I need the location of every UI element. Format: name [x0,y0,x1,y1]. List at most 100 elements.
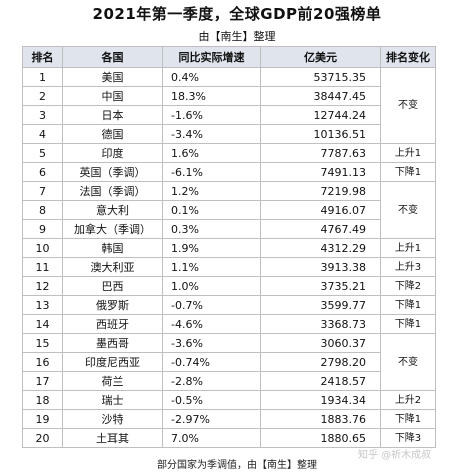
country-cell: 德国 [62,124,163,144]
page-title: 2021年第一季度，全球GDP前20强榜单 [92,5,382,23]
gdp-cell: 1934.34 [260,390,381,410]
rank-change-cell: 不变 [380,333,436,391]
table-row: 15 墨西哥 -3.6% 3060.37 不变 [22,333,436,391]
country-cell: 日本 [62,105,163,125]
growth-cell: -6.1% [162,162,261,182]
country-cell: 土耳其 [62,428,163,448]
growth-cell: -0.5% [162,390,261,410]
rank-cell: 13 [22,295,63,315]
rank-change-cell: 下降1 [380,162,436,182]
rank-change-cell: 下降2 [380,276,436,296]
subtitle: 由【南生】整理 [198,30,276,43]
gdp-cell: 4767.49 [260,219,381,239]
table-row: 4 德国 -3.4% 10136.51 [22,124,436,144]
rank-change-cell: 不变 [380,181,436,239]
growth-cell: 1.9% [162,238,261,258]
gdp-cell: 3368.73 [260,314,381,334]
country-cell: 瑞士 [62,390,163,410]
rank-cell: 9 [22,219,63,239]
gdp-cell: 7787.63 [260,143,381,163]
rank-change-cell: 上升1 [380,238,436,258]
table-header-row: 排名 各国 同比实际增速 亿美元 排名变化 [22,46,436,68]
rank-cell: 6 [22,162,63,182]
gdp-cell: 53715.35 [260,67,381,87]
gdp-cell: 1883.76 [260,409,381,429]
gdp-cell: 12744.24 [260,105,381,125]
table-row: 3 日本 -1.6% 12744.24 [22,105,436,125]
country-cell: 印度 [62,143,163,163]
header-rank-change: 排名变化 [380,46,436,68]
gdp-cell: 7491.13 [260,162,381,182]
header-growth: 同比实际增速 [162,46,261,68]
country-cell: 加拿大（季调） [62,219,163,239]
gdp-cell: 3735.21 [260,276,381,296]
gdp-cell: 2418.57 [260,371,381,391]
gdp-cell: 4916.07 [260,200,381,220]
header-rank: 排名 [22,46,63,68]
table-row: 8 意大利 0.1% 4916.07 [22,200,436,220]
table-row: 7 法国（季调） 1.2% 7219.98 不变 [22,181,436,239]
gdp-cell: 1880.65 [260,428,381,448]
rank-cell: 1 [22,67,63,87]
growth-cell: 1.2% [162,181,261,201]
table-row: 5 印度 1.6% 7787.63 上升1 [22,143,436,163]
gdp-cell: 3913.38 [260,257,381,277]
rank-cell: 18 [22,390,63,410]
gdp-cell: 3060.37 [260,333,381,353]
country-cell: 中国 [62,86,163,106]
country-cell: 澳大利亚 [62,257,163,277]
rank-cell: 11 [22,257,63,277]
growth-cell: -2.8% [162,371,261,391]
gdp-cell: 10136.51 [260,124,381,144]
rank-change-cell: 不变 [380,67,436,144]
rank-cell: 5 [22,143,63,163]
rank-cell: 14 [22,314,63,334]
table-row: 20 土耳其 7.0% 1880.65 下降3 [22,428,436,448]
rank-change-cell: 上升1 [380,143,436,163]
table-row: 2 中国 18.3% 38447.45 [22,86,436,106]
rank-change-cell: 上升3 [380,257,436,277]
growth-cell: -4.6% [162,314,261,334]
watermark: 知乎 @祈木成叔 [358,450,432,461]
country-cell: 英国（季调） [62,162,163,182]
table-row: 1 美国 0.4% 53715.35 不变 [22,67,436,144]
table-row: 9 加拿大（季调） 0.3% 4767.49 [22,219,436,239]
growth-cell: 0.3% [162,219,261,239]
growth-cell: -0.74% [162,352,261,372]
growth-cell: 1.0% [162,276,261,296]
table-row: 13 俄罗斯 -0.7% 3599.77 下降1 [22,295,436,315]
country-cell: 意大利 [62,200,163,220]
gdp-cell: 7219.98 [260,181,381,201]
growth-cell: -1.6% [162,105,261,125]
country-cell: 俄罗斯 [62,295,163,315]
gdp-cell: 3599.77 [260,295,381,315]
header-gdp: 亿美元 [260,46,381,68]
rank-change-cell: 下降3 [380,428,436,448]
gdp-cell: 4312.29 [260,238,381,258]
growth-cell: 1.1% [162,257,261,277]
table-row: 12 巴西 1.0% 3735.21 下降2 [22,276,436,296]
growth-cell: -3.6% [162,333,261,353]
growth-cell: 18.3% [162,86,261,106]
rank-cell: 4 [22,124,63,144]
country-cell: 巴西 [62,276,163,296]
growth-cell: 0.1% [162,200,261,220]
country-cell: 荷兰 [62,371,163,391]
table-row: 11 澳大利亚 1.1% 3913.38 上升3 [22,257,436,277]
rank-cell: 19 [22,409,63,429]
country-cell: 墨西哥 [62,333,163,353]
country-cell: 韩国 [62,238,163,258]
rank-cell: 10 [22,238,63,258]
growth-cell: -0.7% [162,295,261,315]
table-row: 18 瑞士 -0.5% 1934.34 上升2 [22,390,436,410]
growth-cell: 0.4% [162,67,261,87]
rank-cell: 15 [22,333,63,353]
rank-change-cell: 上升2 [380,390,436,410]
growth-cell: -3.4% [162,124,261,144]
gdp-cell: 38447.45 [260,86,381,106]
rank-cell: 8 [22,200,63,220]
rank-cell: 7 [22,181,63,201]
rank-change-cell: 下降1 [380,314,436,334]
gdp-ranking-table: 排名 各国 同比实际增速 亿美元 排名变化 1 美国 0.4% 53715.35 不变 2… [22,46,436,448]
country-cell: 印度尼西亚 [62,352,163,372]
